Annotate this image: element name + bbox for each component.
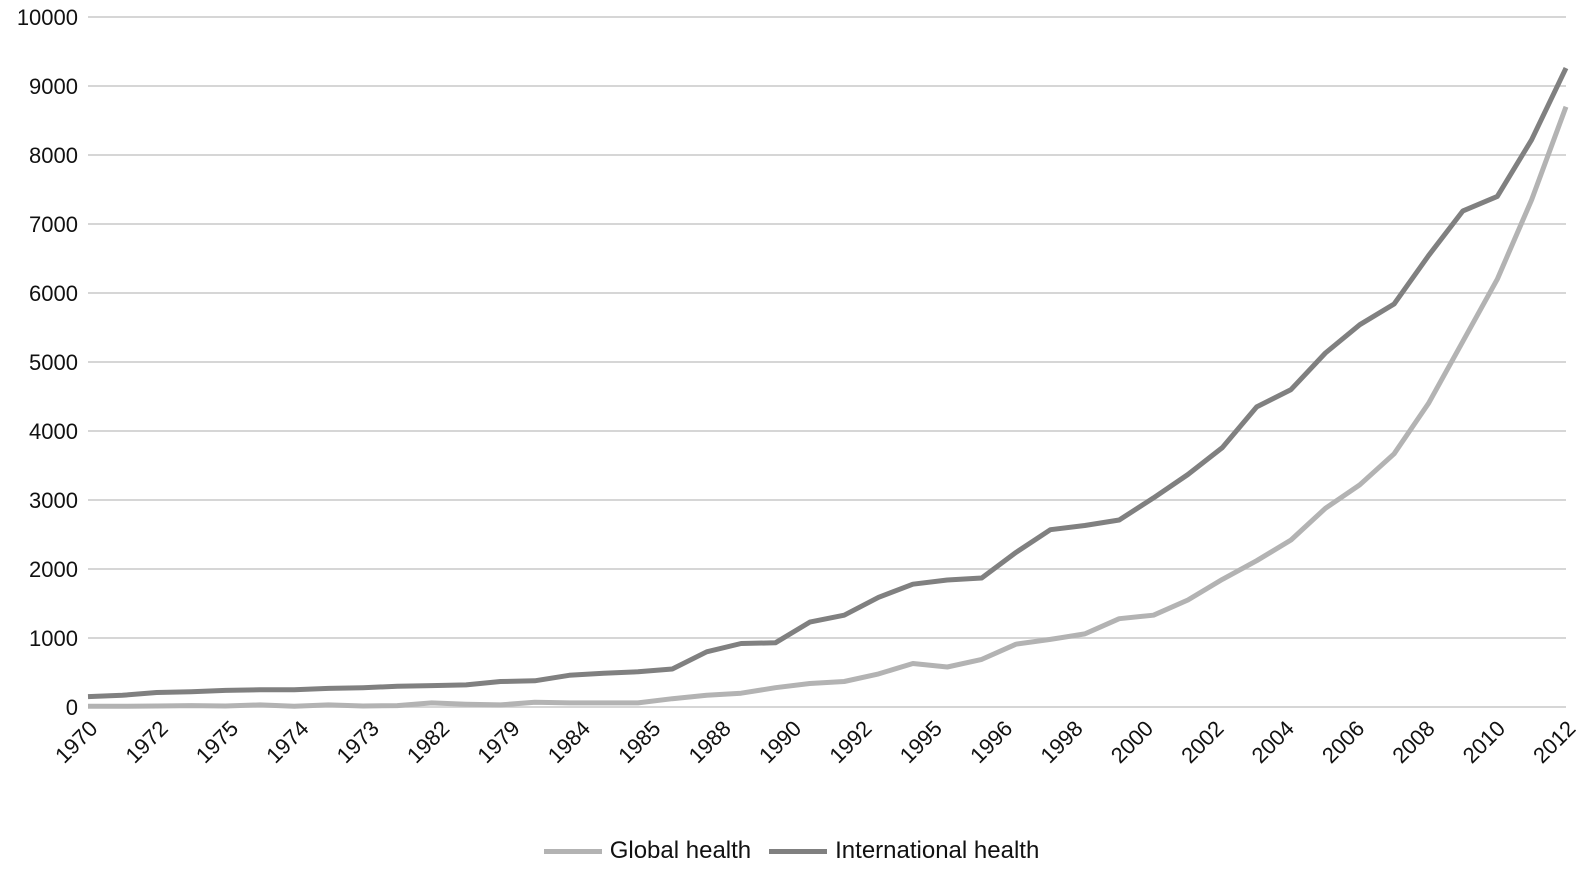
x-tick-label: 1988 <box>684 716 736 768</box>
x-tick-label: 1974 <box>261 716 313 768</box>
y-tick-label: 4000 <box>29 419 78 444</box>
y-tick-label: 5000 <box>29 350 78 375</box>
y-tick-label: 6000 <box>29 281 78 306</box>
x-tick-label: 2000 <box>1106 716 1158 768</box>
y-tick-label: 10000 <box>17 5 78 30</box>
x-tick-label: 1998 <box>1035 716 1087 768</box>
legend-item-global-health[interactable]: Global health <box>543 837 752 865</box>
x-tick-label: 2006 <box>1317 716 1369 768</box>
y-tick-label: 3000 <box>29 488 78 513</box>
x-tick-label: 2004 <box>1247 716 1299 768</box>
x-tick-label: 1985 <box>613 716 665 768</box>
y-tick-label: 0 <box>66 695 78 720</box>
gridlines <box>88 16 1566 708</box>
x-tick-label: 1984 <box>543 716 595 768</box>
y-tick-label: 2000 <box>29 557 78 582</box>
legend-swatch-international-health <box>769 848 828 854</box>
x-axis-tick-labels: 1970 1972 1975 1974 1973 1982 1979 1984 1985 1988… <box>50 716 1580 768</box>
legend: Global health International health <box>0 835 1583 867</box>
x-tick-label: 1975 <box>191 716 243 768</box>
series-line-international-health <box>87 67 1569 700</box>
x-tick-label: 2008 <box>1387 716 1439 768</box>
line-chart: 0 1000 2000 3000 4000 5000 6000 7000 8000 9000 100… <box>17 5 1581 768</box>
y-tick-label: 1000 <box>29 626 78 651</box>
x-tick-label: 1996 <box>965 716 1017 768</box>
x-tick-label: 1979 <box>472 716 524 768</box>
legend-label-international-health: International health <box>835 837 1040 864</box>
x-tick-label: 1995 <box>895 716 947 768</box>
series-lines <box>87 67 1569 709</box>
x-tick-label: 1992 <box>824 716 876 768</box>
legend-item-international-health[interactable]: International health <box>769 837 1039 865</box>
x-tick-label: 1973 <box>332 716 384 768</box>
legend-label-global-health: Global health <box>609 837 752 864</box>
x-tick-label: 2010 <box>1458 716 1510 768</box>
x-tick-label: 2002 <box>1176 716 1228 768</box>
y-tick-label: 8000 <box>29 143 78 168</box>
x-tick-label: 1970 <box>50 716 102 768</box>
legend-swatch-global-health <box>543 848 602 854</box>
x-tick-label: 1972 <box>121 716 173 768</box>
series-line-global-health <box>88 105 1569 709</box>
y-axis-tick-labels: 0 1000 2000 3000 4000 5000 6000 7000 8000 9000 100… <box>17 5 78 720</box>
x-tick-label: 1990 <box>754 716 806 768</box>
x-tick-label: 1982 <box>402 716 454 768</box>
y-tick-label: 7000 <box>29 212 78 237</box>
y-tick-label: 9000 <box>29 74 78 99</box>
x-tick-label: 2012 <box>1528 716 1580 768</box>
